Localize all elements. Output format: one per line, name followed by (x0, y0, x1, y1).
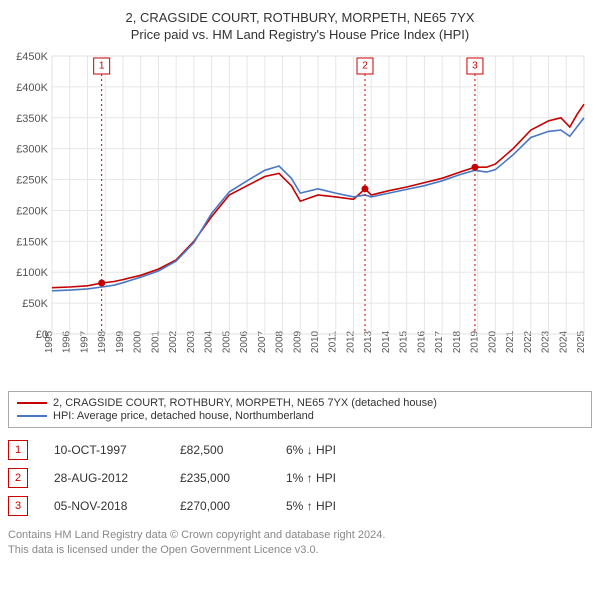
svg-text:£300K: £300K (16, 144, 48, 156)
trans-price: £270,000 (180, 499, 260, 513)
footer-line2: This data is licensed under the Open Gov… (8, 543, 592, 558)
svg-text:£50K: £50K (22, 298, 48, 310)
legend: 2, CRAGSIDE COURT, ROTHBURY, MORPETH, NE… (8, 391, 592, 428)
trans-date: 10-OCT-1997 (54, 443, 154, 457)
trans-pct: 6% ↓ HPI (286, 443, 366, 457)
legend-swatch (17, 402, 47, 404)
legend-swatch (17, 415, 47, 417)
svg-text:£150K: £150K (16, 236, 48, 248)
transactions-table: 1 10-OCT-1997 £82,500 6% ↓ HPI 2 28-AUG-… (8, 436, 592, 520)
footer: Contains HM Land Registry data © Crown c… (8, 528, 592, 558)
svg-text:£400K: £400K (16, 82, 48, 94)
trans-date: 28-AUG-2012 (54, 471, 154, 485)
title-line1: 2, CRAGSIDE COURT, ROTHBURY, MORPETH, NE… (8, 10, 592, 25)
legend-label: HPI: Average price, detached house, Nort… (53, 410, 314, 422)
svg-text:3: 3 (472, 61, 478, 72)
legend-label: 2, CRAGSIDE COURT, ROTHBURY, MORPETH, NE… (53, 397, 437, 409)
trans-num: 1 (8, 440, 28, 460)
trans-date: 05-NOV-2018 (54, 499, 154, 513)
trans-num: 3 (8, 496, 28, 516)
title-line2: Price paid vs. HM Land Registry's House … (8, 27, 592, 42)
chart-container: 2, CRAGSIDE COURT, ROTHBURY, MORPETH, NE… (8, 10, 592, 558)
trans-pct: 5% ↑ HPI (286, 499, 366, 513)
svg-text:£200K: £200K (16, 205, 48, 217)
trans-price: £235,000 (180, 471, 260, 485)
table-row: 3 05-NOV-2018 £270,000 5% ↑ HPI (8, 492, 592, 520)
svg-text:£350K: £350K (16, 113, 48, 125)
trans-pct: 1% ↑ HPI (286, 471, 366, 485)
line-chart-svg: £0£50K£100K£150K£200K£250K£300K£350K£400… (8, 50, 592, 380)
footer-line1: Contains HM Land Registry data © Crown c… (8, 528, 592, 543)
svg-text:£100K: £100K (16, 267, 48, 279)
chart: £0£50K£100K£150K£200K£250K£300K£350K£400… (8, 50, 592, 385)
table-row: 2 28-AUG-2012 £235,000 1% ↑ HPI (8, 464, 592, 492)
svg-text:£250K: £250K (16, 175, 48, 187)
legend-item: HPI: Average price, detached house, Nort… (17, 410, 583, 422)
trans-price: £82,500 (180, 443, 260, 457)
svg-text:2: 2 (362, 61, 368, 72)
table-row: 1 10-OCT-1997 £82,500 6% ↓ HPI (8, 436, 592, 464)
svg-text:1: 1 (99, 61, 105, 72)
legend-item: 2, CRAGSIDE COURT, ROTHBURY, MORPETH, NE… (17, 397, 583, 409)
trans-num: 2 (8, 468, 28, 488)
svg-text:£450K: £450K (16, 51, 48, 63)
